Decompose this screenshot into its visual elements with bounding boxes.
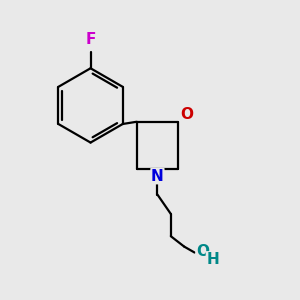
Text: N: N [151,169,164,184]
Text: H: H [206,252,219,267]
Text: O: O [196,244,209,260]
Text: F: F [85,32,96,47]
Text: O: O [181,107,194,122]
